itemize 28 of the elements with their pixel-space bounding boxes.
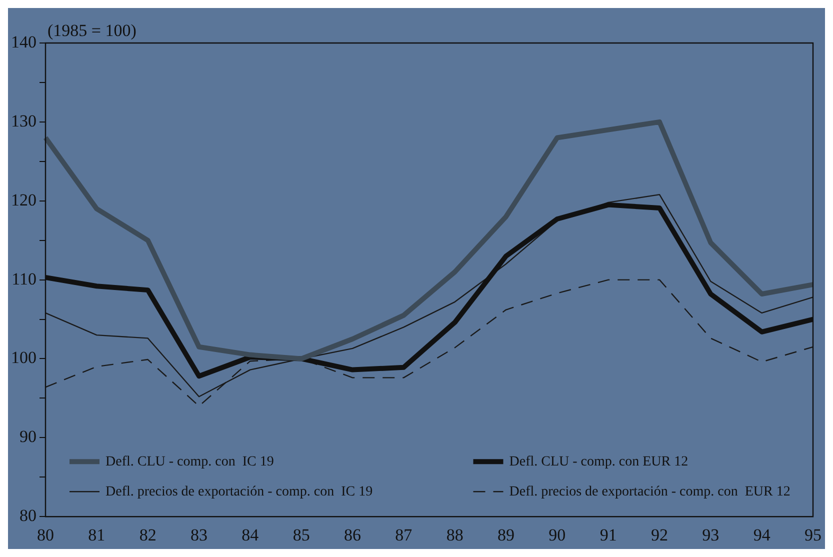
x-tick-label: 84: [242, 525, 260, 544]
legend-label: Defl. precios de exportación - comp. con EUR 12: [509, 484, 790, 500]
y-tick-label: 130: [11, 111, 36, 130]
x-tick-label: 91: [600, 525, 617, 544]
legend-label: Defl. CLU - comp. con IC 19: [106, 454, 274, 470]
x-tick-label: 86: [344, 525, 361, 544]
x-tick-label: 94: [753, 525, 771, 544]
y-tick-label: 120: [11, 190, 36, 210]
x-tick-label: 89: [498, 525, 514, 544]
y-tick-label: 140: [11, 32, 36, 52]
x-tick-label: 80: [37, 525, 54, 544]
y-tick-label: 90: [20, 427, 36, 446]
x-tick-label: 95: [804, 525, 822, 544]
y-tick-label: 80: [20, 506, 36, 526]
x-tick-label: 93: [702, 525, 720, 544]
y-tick-label: 110: [12, 269, 36, 288]
x-tick-label: 90: [548, 525, 566, 544]
x-tick-label: 92: [651, 525, 668, 544]
x-tick-label: 83: [190, 525, 208, 544]
legend-label: Defl. precios de exportación - comp. con IC 19: [106, 484, 373, 500]
x-tick-label: 81: [88, 525, 106, 544]
legend-label: Defl. CLU - comp. con EUR 12: [509, 454, 688, 470]
x-tick-label: 88: [446, 525, 464, 544]
x-tick-label: 82: [139, 525, 156, 544]
y-tick-label: 100: [11, 348, 36, 368]
y-axis-title: (1985 = 100): [48, 20, 136, 40]
x-tick-label: 87: [395, 525, 413, 544]
x-tick-label: 85: [292, 525, 310, 544]
